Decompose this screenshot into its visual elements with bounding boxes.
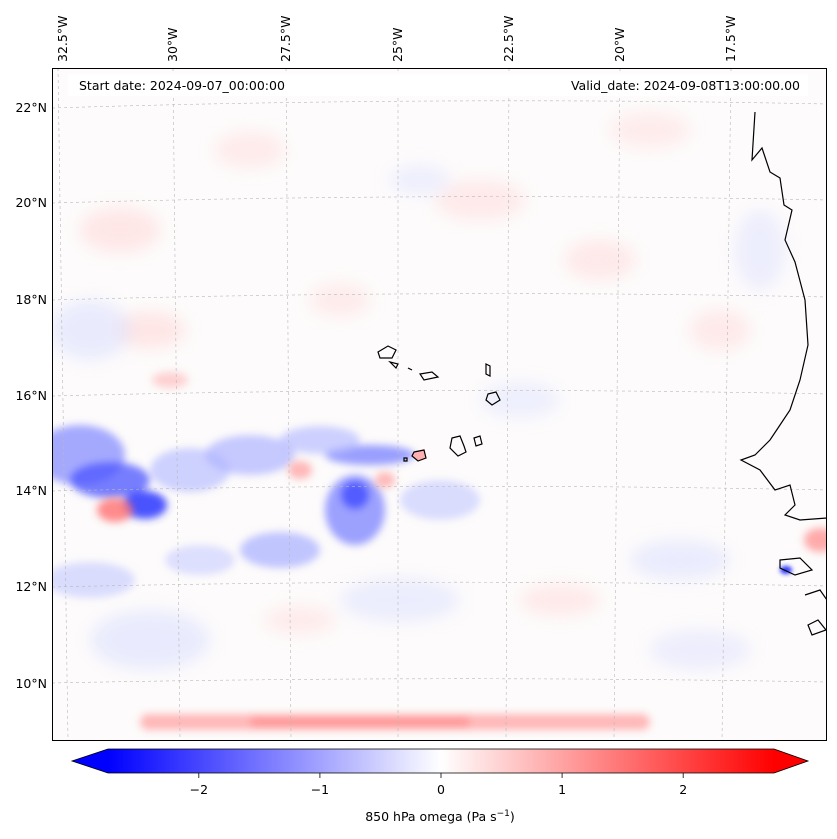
- lon-label-20w: 20°W: [612, 27, 627, 62]
- colorbar-tick-label: 0: [437, 782, 445, 797]
- coastlines: [377, 111, 827, 636]
- lon-label-22-5w: 22.5°W: [501, 16, 516, 62]
- map-panel: Start date: 2024-09-07_00:00:00 Valid_da…: [15, 16, 827, 741]
- colorbar-label-main: 850 hPa omega (Pa s: [365, 809, 496, 824]
- strong-ascent-band: [52, 425, 480, 598]
- colorbar-tick-label: −1: [311, 782, 329, 797]
- colorbar: −2 −1 0 1 2 850 hPa omega (Pa s−1): [70, 748, 810, 824]
- parallel-22n: [52, 100, 827, 109]
- weak-negative-areas: [52, 165, 785, 670]
- colorbar-ticks: −2 −1 0 1 2: [190, 773, 687, 797]
- info-strip: [68, 74, 808, 96]
- colorbar-gradient: [108, 749, 774, 773]
- parallel-10n: [52, 678, 827, 684]
- lon-label-17-5w: 17.5°W: [723, 16, 738, 62]
- colorbar-label-close: ): [510, 809, 515, 824]
- colorbar-label: 850 hPa omega (Pa s−1): [365, 809, 515, 824]
- map-frame: [52, 68, 827, 741]
- lon-label-30w: 30°W: [165, 27, 180, 62]
- start-date-label: Start date: 2024-09-07_00:00:00: [79, 78, 285, 93]
- colorbar-extend-min: [72, 749, 108, 773]
- valid-date-label: Valid_date: 2024-09-08T13:00:00.00: [571, 78, 800, 93]
- graticule: [52, 68, 827, 741]
- lat-label-18n: 18°N: [15, 292, 47, 307]
- meridian-32-5w: [57, 68, 69, 741]
- colorbar-tick-label: 2: [679, 782, 687, 797]
- lon-label-32-5w: 32.5°W: [55, 16, 70, 62]
- colorbar-tick-label: 1: [558, 782, 566, 797]
- strong-descent-patches: [97, 372, 827, 552]
- lon-label-25w: 25°W: [390, 27, 405, 62]
- omega-field: [52, 112, 827, 730]
- lat-label-22n: 22°N: [15, 100, 47, 115]
- lat-label-16n: 16°N: [15, 388, 47, 403]
- latitude-labels: 22°N 20°N 18°N 16°N 14°N 12°N 10°N: [15, 100, 47, 691]
- longitude-labels: 32.5°W 30°W 27.5°W 25°W 22.5°W 20°W 17.5…: [55, 16, 738, 62]
- meridian-27-5w: [285, 68, 292, 741]
- parallel-12n: [52, 581, 827, 588]
- colorbar-outline: [70, 748, 810, 774]
- meridian-17-5w: [721, 68, 732, 741]
- colorbar-extend-max: [774, 749, 808, 773]
- lon-label-27-5w: 27.5°W: [278, 16, 293, 62]
- meridian-20w: [613, 68, 621, 741]
- parallel-16n: [52, 390, 827, 397]
- southern-descent-band: [140, 714, 650, 730]
- lat-label-12n: 12°N: [15, 579, 47, 594]
- parallel-20n: [52, 196, 827, 204]
- lat-label-14n: 14°N: [15, 483, 47, 498]
- meridian-30w: [172, 68, 181, 741]
- west-africa-coast: [739, 111, 827, 521]
- colorbar-tick-label: −2: [190, 782, 208, 797]
- meridian-22-5w: [505, 68, 510, 741]
- parallel-18n: [52, 293, 827, 301]
- weak-positive-areas: [80, 112, 750, 634]
- lat-label-20n: 20°N: [15, 195, 47, 210]
- parallel-14n: [52, 485, 827, 492]
- colorbar-label-exponent: −1: [497, 809, 510, 819]
- lat-label-10n: 10°N: [15, 676, 47, 691]
- cape-verde-islands: [377, 345, 501, 462]
